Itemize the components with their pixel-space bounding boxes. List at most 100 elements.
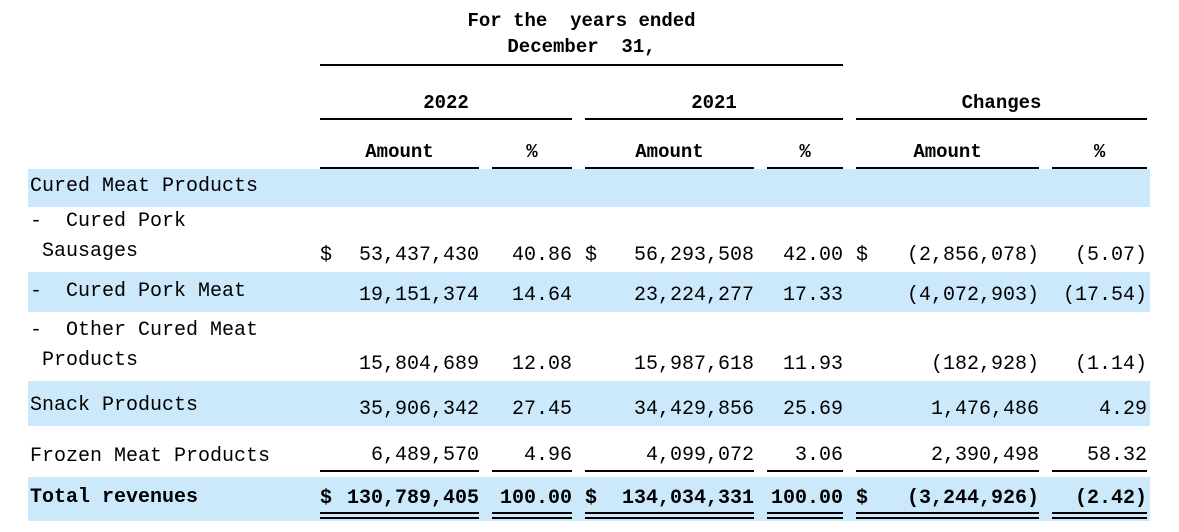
cell-value: 6,489,570	[370, 444, 479, 467]
cell-value: 14.64	[511, 284, 572, 307]
row-label: Total revenues	[30, 486, 199, 509]
cell-amount-changes: (4,072,903)	[846, 272, 1043, 312]
cell-value: (4,072,903)	[907, 284, 1040, 307]
dollar-sign: $	[856, 244, 869, 267]
cell-amount-changes: 1,476,486	[846, 381, 1043, 426]
cell-value: (1.14)	[1075, 353, 1148, 376]
cell-amount-2021: $56,293,508	[575, 207, 757, 272]
row-cured-meat-products: Cured Meat Products	[28, 169, 1151, 207]
cell-amount-2022: 19,151,374	[310, 272, 482, 312]
dollar-sign: $	[320, 487, 333, 510]
cell-value: 42.00	[783, 244, 844, 267]
cell-value: 3.06	[795, 444, 844, 467]
cell-value: 53,437,430	[358, 244, 479, 267]
cell-percent-changes: (1.14)	[1042, 312, 1150, 381]
header-percent-changes: %	[1042, 120, 1150, 169]
cell-amount-2022: $130,789,405	[310, 477, 482, 521]
header-row-years: For the years ended December 31,	[28, 8, 1150, 66]
row-label: Frozen Meat Products	[30, 445, 271, 468]
cell-percent-2022: 12.08	[482, 312, 575, 381]
cell-amount-changes: (182,928)	[846, 312, 1042, 381]
dollar-sign: $	[320, 244, 333, 267]
cell-amount-2021: 15,987,618	[575, 312, 757, 381]
header-years-spacer	[846, 8, 1150, 66]
cell-amount-2021	[575, 169, 757, 207]
row-label-cell: Cured Meat Products	[28, 169, 310, 207]
cell-percent-changes: (17.54)	[1042, 272, 1151, 312]
cell-amount-changes: $ (2,856,078)	[846, 207, 1042, 272]
header-2022: 2022	[310, 66, 575, 120]
header-row-subheaders: Amount % Amount % Amount %	[28, 120, 1150, 169]
dollar-sign: $	[856, 487, 869, 510]
row-label: Cured Meat Products	[30, 175, 259, 198]
row-frozen-meat-products: Frozen Meat Products 6,489,570 4.96 4,09…	[28, 426, 1150, 477]
cell-amount-2022	[310, 169, 482, 207]
cell-value: 4.29	[1099, 398, 1148, 421]
header-percent-2021: %	[757, 120, 846, 169]
cell-percent-2022: 14.64	[482, 272, 575, 312]
years-ended-line2: December 31,	[507, 36, 656, 58]
cell-value: 25.69	[783, 398, 844, 421]
cell-value: 17.33	[783, 284, 844, 307]
cell-percent-2022	[482, 169, 575, 207]
cell-value: 35,906,342	[358, 398, 479, 421]
cell-percent-changes: (5.07)	[1042, 207, 1150, 272]
cell-percent-2022: 40.86	[482, 207, 575, 272]
cell-value: 11.93	[783, 353, 844, 376]
cell-value: (5.07)	[1075, 244, 1148, 267]
cell-percent-2021: 3.06	[757, 426, 846, 477]
cell-value: 12.08	[511, 353, 572, 376]
cell-amount-2021: 34,429,856	[575, 381, 757, 426]
dollar-sign: $	[585, 487, 598, 510]
cell-value: 130,789,405	[346, 487, 479, 510]
cell-value: 4,099,072	[645, 444, 754, 467]
cell-percent-2022: 4.96	[482, 426, 575, 477]
group-label-spacer	[28, 66, 310, 120]
cell-percent-2022: 100.00	[482, 477, 575, 521]
cell-amount-2021: 4,099,072	[575, 426, 757, 477]
row-cured-pork-sausages: - Cured Pork Sausages $53,437,430 40.86 …	[28, 207, 1150, 272]
cell-value: 100.00	[499, 487, 572, 510]
cell-amount-2022: 15,804,689	[310, 312, 482, 381]
cell-amount-changes: $ (3,244,926)	[846, 477, 1043, 521]
cell-amount-changes	[846, 169, 1043, 207]
revenues-table: For the years ended December 31, 2022 20…	[28, 8, 1151, 521]
row-other-cured-meat-products: - Other Cured Meat Products 15,804,689 1…	[28, 312, 1150, 381]
cell-percent-changes: 58.32	[1042, 426, 1150, 477]
cell-amount-changes: 2,390,498	[846, 426, 1042, 477]
cell-value: 2,390,498	[931, 444, 1040, 467]
header-2021: 2021	[575, 66, 846, 120]
header-amount-2021: Amount	[575, 120, 757, 169]
cell-value: 23,224,277	[633, 284, 754, 307]
cell-amount-2022: 6,489,570	[310, 426, 482, 477]
cell-percent-2021: 11.93	[757, 312, 846, 381]
cell-value: 34,429,856	[633, 398, 754, 421]
cell-amount-2021: 23,224,277	[575, 272, 757, 312]
cell-amount-2022: $53,437,430	[310, 207, 482, 272]
cell-percent-2021: 42.00	[757, 207, 846, 272]
cell-value: 15,987,618	[633, 353, 754, 376]
cell-value: 27.45	[511, 398, 572, 421]
header-amount-changes: Amount	[846, 120, 1042, 169]
row-label-cell: Frozen Meat Products	[28, 426, 310, 477]
cell-value: (2,856,078)	[907, 244, 1040, 267]
row-label-cell: - Cured Pork Sausages	[28, 207, 310, 272]
row-label: - Other Cured Meat Products	[30, 319, 259, 372]
row-label-cell: - Other Cured Meat Products	[28, 312, 310, 381]
header-percent-2022: %	[482, 120, 575, 169]
row-cured-pork-meat: - Cured Pork Meat 19,151,374 14.64 23,22…	[28, 272, 1151, 312]
cell-value: 134,034,331	[621, 487, 754, 510]
cell-percent-2021: 17.33	[757, 272, 847, 312]
cell-percent-changes	[1042, 169, 1151, 207]
cell-value: 4.96	[523, 444, 572, 467]
cell-amount-2022: 35,906,342	[310, 381, 482, 426]
cell-value: (2.42)	[1075, 487, 1148, 510]
cell-value: 56,293,508	[633, 244, 754, 267]
row-label: Snack Products	[30, 394, 199, 417]
header-changes: Changes	[846, 66, 1150, 120]
years-ended-line1: For the years ended	[467, 10, 696, 32]
header-label-spacer	[28, 8, 310, 66]
row-label: - Cured Pork Sausages	[30, 210, 187, 263]
dollar-sign: $	[585, 244, 598, 267]
cell-percent-2021: 25.69	[757, 381, 847, 426]
